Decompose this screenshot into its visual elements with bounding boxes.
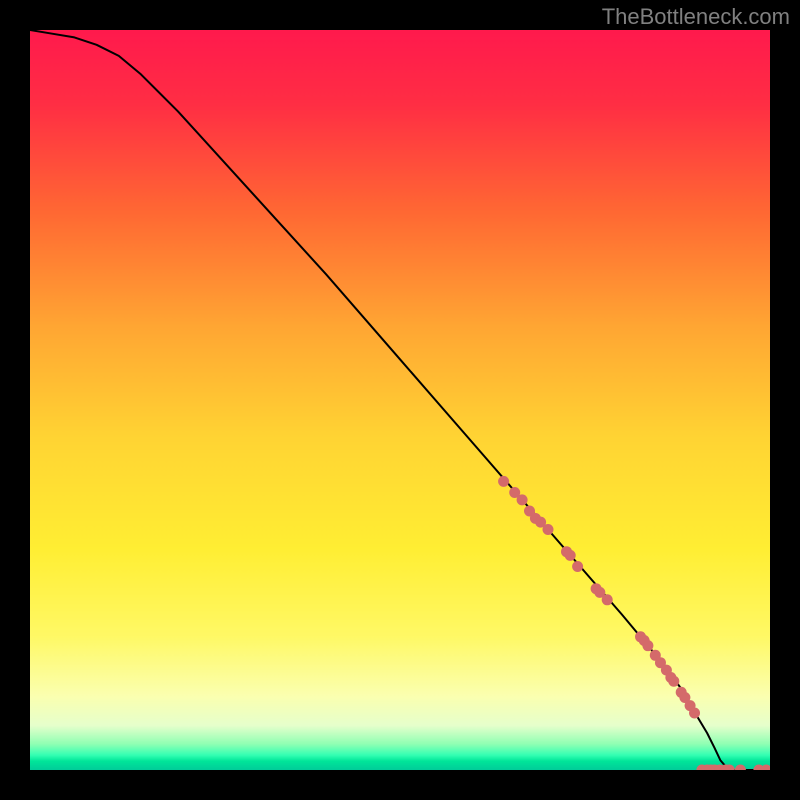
data-point [517,494,528,505]
data-point [761,765,770,771]
data-point [572,561,583,572]
data-point [668,676,679,687]
data-point [642,640,653,651]
chart-container [30,30,770,770]
data-point [735,765,746,771]
data-point [689,708,700,719]
watermark-text: TheBottleneck.com [602,4,790,30]
data-points [30,30,770,770]
data-point [602,594,613,605]
data-point [543,524,554,535]
data-point [498,476,509,487]
data-point [565,550,576,561]
